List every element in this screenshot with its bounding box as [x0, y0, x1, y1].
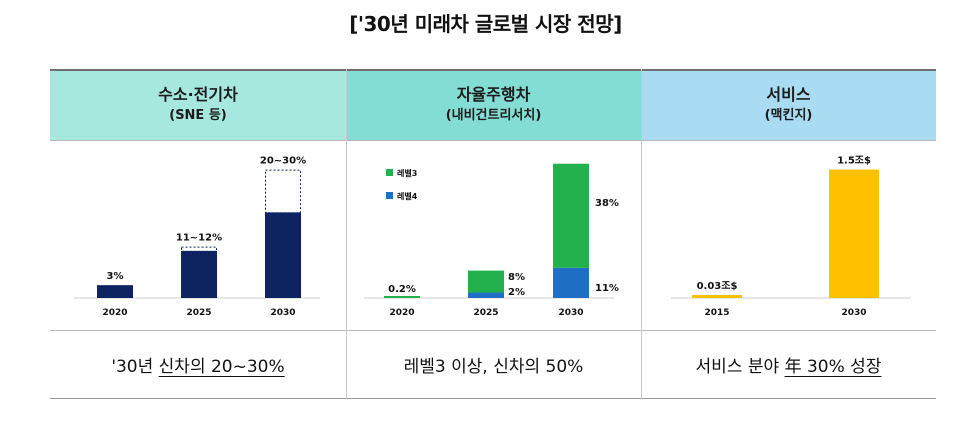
footer-autonomous-text: 레벨3 이상, 신차의 50%: [403, 357, 584, 377]
tick-label-2020: 2020: [389, 308, 414, 318]
bar-2025-레벨4: [468, 292, 504, 298]
header-service-source: (맥킨지): [764, 108, 813, 123]
chart-ev: 3% 2020 11~12% 2025 20~30% 2030: [50, 141, 346, 331]
footer-divider: [50, 330, 936, 331]
footer-service-text: 서비스 분야: [695, 357, 785, 377]
table-top-line: [50, 69, 936, 71]
market-outlook-table: 수소·전기차 (SNE 등) 자율주행차 (내비건트리서치) 서비스 (맥킨지)…: [50, 69, 936, 399]
header-service: 서비스 (맥킨지): [641, 70, 936, 140]
tick-label-2030: 2030: [558, 308, 583, 318]
table-bottom-line: [50, 398, 936, 399]
header-divider: [50, 140, 936, 141]
tick-label-2030: 2030: [270, 308, 295, 318]
tick-label-2030: 2030: [841, 308, 866, 318]
footer-ev-text: '30년: [111, 357, 159, 377]
legend-label-레벨4: 레벨4: [397, 191, 418, 201]
chart-service: 0.03조$ 2015 1.5조$ 2030: [641, 141, 936, 331]
data-label-2025: 11~12%: [176, 233, 222, 244]
chart-service-svg: 0.03조$ 2015 1.5조$ 2030: [671, 155, 911, 318]
header-service-title: 서비스: [766, 85, 811, 104]
bar-2030: [265, 212, 301, 298]
header-autonomous: 자율주행차 (내비건트리서치): [346, 70, 641, 140]
chart-ev-svg: 3% 2020 11~12% 2025 20~30% 2030: [74, 156, 320, 318]
bar-2030-레벨3: [553, 163, 589, 268]
footer-ev: '30년 신차의 20~30%: [50, 331, 346, 398]
data-label-2030-레벨3: 38%: [595, 198, 619, 209]
legend-swatch-레벨4: [386, 192, 393, 199]
header-ev-title: 수소·전기차: [158, 85, 238, 104]
footer-service: 서비스 분야 年 30% 성장: [641, 331, 936, 398]
column-divider-1: [346, 69, 347, 399]
data-label-2025-레벨3: 8%: [508, 272, 525, 283]
header-bg-ev: [50, 70, 346, 140]
footer-ev-underlined: 신차의 20~30%: [158, 357, 285, 377]
bar-2020-레벨3: [384, 296, 420, 298]
bar-range-2030: [265, 169, 301, 214]
tick-label-2025: 2025: [186, 308, 211, 318]
bar-2015: [692, 295, 742, 298]
header-autonomous-title: 자율주행차: [456, 85, 531, 104]
tick-label-2020: 2020: [102, 308, 127, 318]
header-bg-service: [641, 70, 936, 140]
tick-label-2025: 2025: [473, 308, 498, 318]
data-label-2020-레벨3: 0.2%: [388, 284, 416, 295]
bar-2025-레벨3: [468, 270, 504, 293]
header-bg-autonomous: [346, 70, 641, 140]
data-label-2025-레벨4: 2%: [508, 287, 525, 298]
legend-label-레벨3: 레벨3: [397, 168, 417, 178]
bar-2025: [181, 250, 217, 298]
data-label-2015: 0.03조$: [697, 280, 738, 292]
header-autonomous-source: (내비건트리서치): [445, 108, 542, 123]
data-label-2020: 3%: [107, 271, 124, 282]
page-title: ['30년 미래차 글로벌 시장 전망]: [349, 12, 622, 36]
footer-autonomous: 레벨3 이상, 신차의 50%: [346, 331, 641, 398]
bar-2020: [97, 285, 133, 298]
tick-label-2015: 2015: [704, 308, 729, 318]
column-divider-2: [641, 69, 642, 399]
bar-2030: [829, 169, 879, 298]
data-label-2030-레벨4: 11%: [595, 283, 619, 294]
bar-range-2025: [181, 246, 217, 252]
bar-2030-레벨4: [553, 267, 589, 298]
footer-service-underlined: 年 30% 성장: [784, 357, 882, 377]
chart-autonomous: 레벨3 레벨4 2020 2025 2030 0.2% 8% 2% 38% 11%: [346, 141, 641, 331]
data-label-2030: 20~30%: [260, 156, 306, 167]
header-ev: 수소·전기차 (SNE 등): [50, 70, 346, 140]
legend-swatch-레벨3: [386, 169, 393, 176]
data-label-2030: 1.5조$: [837, 155, 871, 167]
chart-autonomous-svg: 레벨3 레벨4 2020 2025 2030 0.2% 8% 2% 38% 11%: [364, 163, 619, 318]
header-ev-source: (SNE 등): [169, 108, 227, 123]
